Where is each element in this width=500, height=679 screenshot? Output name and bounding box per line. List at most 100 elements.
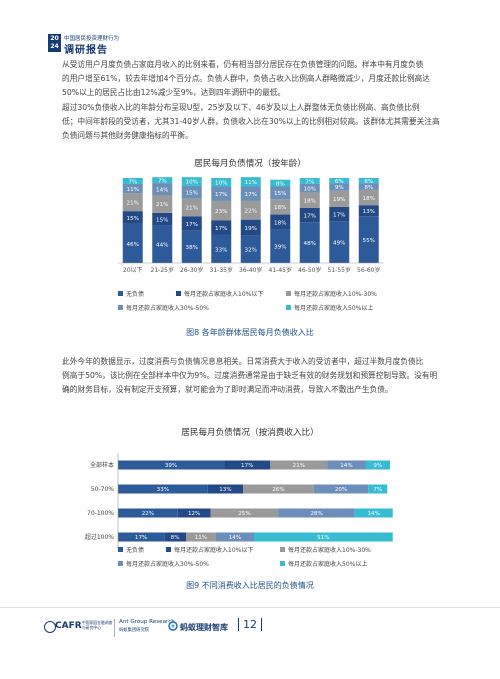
legend-swatch <box>286 291 291 296</box>
legend-label: 每月还款占家庭收入10%-30% <box>288 546 371 554</box>
bar-segment <box>299 207 320 223</box>
text-line: 例高于50%，该比例在全部样本中仅为9%。过度消费通常是由于缺乏有效的财务规划和… <box>62 371 438 381</box>
bar-segment <box>186 532 216 542</box>
mid-paragraph: 此外今年的数据显示，过度消费与负债情况息息相关。日常消费大于收入的受访者中，超过… <box>62 355 454 398</box>
ant-fortune-logo: 蚂蚁理财智库 <box>180 623 228 632</box>
bar-segment <box>122 223 143 263</box>
data-label: 17% <box>135 535 147 541</box>
bar-segment <box>181 198 202 217</box>
chart1-caption: 图8 各年龄群体居民每月负债收入比 <box>186 328 314 337</box>
data-label: 18% <box>274 221 286 227</box>
ant-fortune-icon <box>168 621 178 631</box>
bar-segment <box>211 200 232 221</box>
bar-segment <box>243 484 314 494</box>
year-top: 20 <box>50 35 59 42</box>
data-label: 21% <box>127 201 139 207</box>
legend-swatch <box>166 547 171 552</box>
bar-segment <box>299 183 320 193</box>
data-label: 33% <box>215 247 227 253</box>
data-label: 22% <box>245 209 257 215</box>
data-label: 44% <box>156 243 168 249</box>
bar-segment <box>240 186 261 201</box>
bar-segment <box>152 177 173 184</box>
data-label: 17% <box>333 212 345 218</box>
cafr-seal-icon <box>44 621 56 633</box>
legend-label: 每月还款占家庭收入10%-30% <box>294 290 377 298</box>
data-label: 19% <box>333 197 345 203</box>
logo-separator <box>114 619 115 637</box>
data-label: 10% <box>215 181 227 187</box>
chart2-svg: 39% 17% 21% 14% 9% 33% 13% 26% 20% 7% 22% 12% 25% 28%… <box>85 453 393 568</box>
bar-segment <box>270 186 291 200</box>
data-label: 17% <box>245 192 257 198</box>
data-label: 17% <box>304 213 316 219</box>
bar-segment <box>164 532 186 542</box>
data-label: 17% <box>215 192 227 198</box>
bar-segment <box>152 183 173 195</box>
data-label: 9% <box>373 463 382 469</box>
data-label: 25% <box>238 511 250 517</box>
data-label: 48% <box>304 241 316 247</box>
data-label: 6% <box>364 179 373 185</box>
bar-segment <box>270 229 291 263</box>
data-label: 6% <box>335 179 344 185</box>
bar-segment <box>358 216 379 263</box>
ant-research-logo: Ant Group Research <box>119 619 175 625</box>
x-tick-label: 21-25岁 <box>151 266 174 274</box>
bar-segment <box>207 484 244 494</box>
bar-segment <box>118 484 208 494</box>
data-label: 15% <box>186 190 198 196</box>
data-label: 11% <box>195 535 207 541</box>
legend-label: 每月还款占家庭收入50%以上 <box>288 560 367 568</box>
page-number: 12 <box>238 618 262 631</box>
bar-segment <box>181 216 202 231</box>
bar-segment <box>122 183 143 194</box>
legend-swatch <box>280 547 285 552</box>
data-label: 8% <box>364 185 373 191</box>
bar-segment <box>299 222 320 263</box>
cafr-logo: CAFR <box>55 621 82 631</box>
data-label: 10% <box>304 187 316 193</box>
data-label: 18% <box>274 205 286 211</box>
data-label: 21% <box>186 206 198 212</box>
text-line: 从受访用户月度负债占家庭月收入的比例来看，仍有相当部分居民存在负债管理的问题。样… <box>62 60 424 69</box>
bar-segment <box>358 178 379 184</box>
ant-research-subtitle: 蚂蚁集团研究院 <box>119 628 150 633</box>
data-label: 17% <box>241 463 253 469</box>
bar-segment <box>122 211 143 224</box>
y-tick-label: 全部样本 <box>90 461 114 469</box>
legend-swatch <box>118 291 123 296</box>
chart1-svg: 46% 15% 21% 11% 7% 44% 15% 21% 14% 7% 38% 17% 21% 15%… <box>118 177 384 312</box>
bar-segment <box>358 189 379 206</box>
bar-segment <box>122 193 143 212</box>
bar-segment <box>181 185 202 199</box>
y-tick-label: 70-100% <box>87 510 114 517</box>
bar-segment <box>118 460 225 470</box>
x-tick-label: 56-60岁 <box>357 266 380 274</box>
bar-segment <box>118 532 165 542</box>
x-tick-label: 36-40岁 <box>239 266 262 274</box>
data-label: 15% <box>127 216 139 222</box>
legend-swatch <box>118 547 123 552</box>
legend-label: 每月还款占家庭收入30%-50% <box>126 304 209 312</box>
data-label: 15% <box>156 218 168 224</box>
legend-label: 无负债 <box>126 290 144 298</box>
bar-segment <box>354 508 393 518</box>
cafr-subtitle-line: 与研究中心 <box>82 625 101 630</box>
report-series-name: 中国居民投资理财行为 <box>64 36 120 42</box>
y-tick-label: 超过100% <box>85 533 114 541</box>
bar-segment <box>365 460 390 470</box>
cafr-subtitle-line: 中国家庭金融调查 <box>82 620 113 625</box>
bar-segment <box>270 460 328 470</box>
data-label: 23% <box>215 209 227 215</box>
bar-segment <box>368 484 388 494</box>
bar-segment <box>270 214 291 230</box>
intro-paragraph: 从受访用户月度负债占家庭月收入的比例来看，仍有相当部分居民存在负债管理的问题。样… <box>62 58 454 143</box>
legend-label: 无负债 <box>126 546 144 554</box>
bar-segment <box>152 212 173 226</box>
year-badge: 20 24 <box>48 34 61 52</box>
bar-segment <box>240 200 261 220</box>
data-label: 51% <box>317 535 329 541</box>
legend-label: 每月还款占家庭收入10%以下 <box>174 546 253 554</box>
bar-segment <box>329 221 350 263</box>
